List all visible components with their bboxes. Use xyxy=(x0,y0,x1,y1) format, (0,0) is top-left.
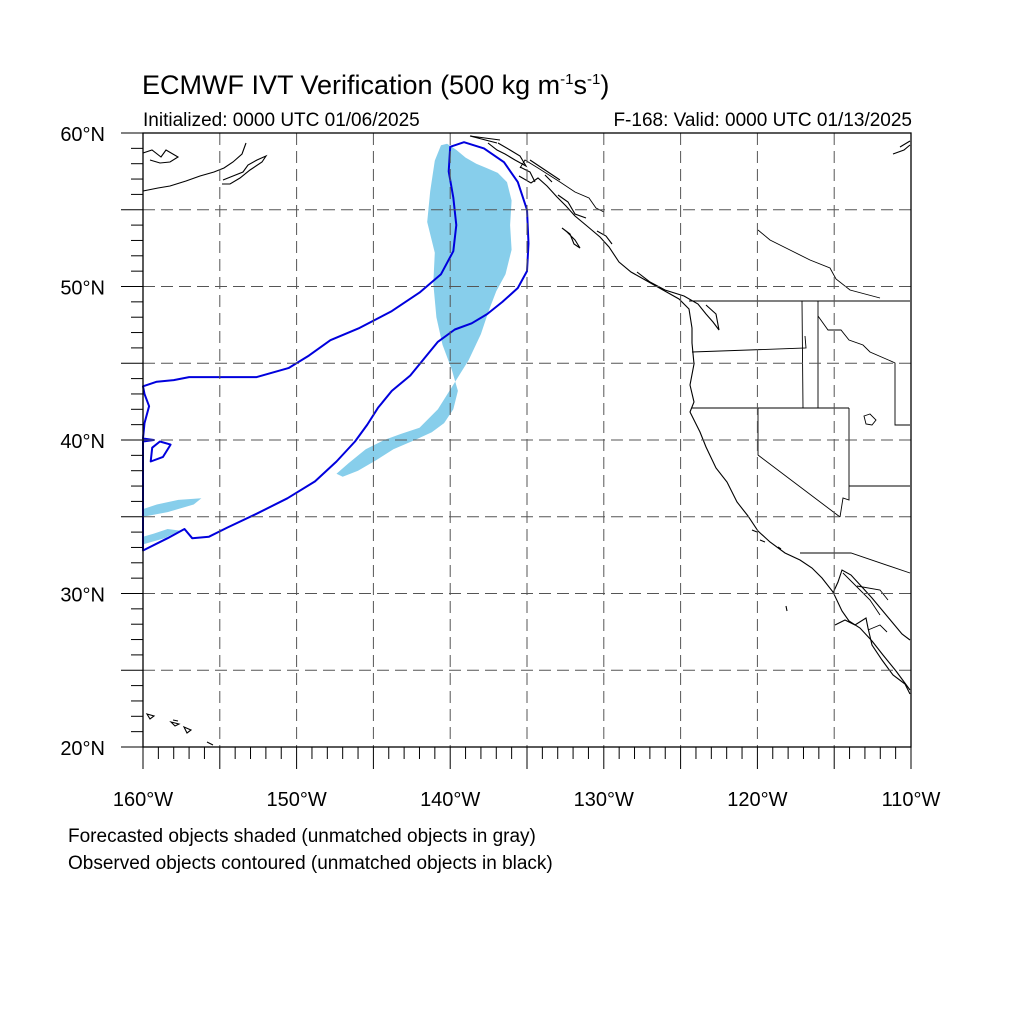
border-nv-ut xyxy=(839,408,910,518)
initialized-time: Initialized: 0000 UTC 01/06/2025 xyxy=(143,110,420,131)
axis-labels: 160°W 150°W 140°W 130°W 120°W 110°W 20°N 30°N 40… xyxy=(60,124,940,811)
forecast-object-2 xyxy=(143,498,202,517)
coastline-hawaii xyxy=(145,713,214,746)
lat-tick-label: 30°N xyxy=(60,585,105,607)
lon-tick-label: 150°W xyxy=(266,789,326,811)
political-borders xyxy=(519,159,911,633)
coastline-islands-ca xyxy=(751,529,788,612)
border-mexico xyxy=(842,572,889,633)
observed-object-2 xyxy=(149,440,172,463)
valid-time: F-168: Valid: 0000 UTC 01/13/2025 xyxy=(613,110,912,131)
observed-object-1 xyxy=(142,141,530,552)
lon-tick-label: 110°W xyxy=(882,789,941,811)
note-forecast: Forecasted objects shaded (unmatched obj… xyxy=(68,826,536,847)
lat-tick-label: 20°N xyxy=(60,738,105,760)
observed-objects xyxy=(142,141,530,552)
lake-utah xyxy=(863,413,877,426)
border-bc-ab xyxy=(757,229,881,299)
coastline-aleutians xyxy=(142,142,268,192)
coastline-alaska xyxy=(469,135,561,181)
border-or-ca-nv xyxy=(692,407,849,518)
lon-tick-label: 160°W xyxy=(113,789,173,811)
gridlines xyxy=(143,133,911,747)
border-alaska-bc xyxy=(519,159,605,213)
coastline-baja-east xyxy=(834,617,911,695)
coastlines xyxy=(142,135,911,746)
lon-tick-label: 130°W xyxy=(574,789,634,811)
coastline-baja xyxy=(832,569,911,641)
lat-tick-label: 60°N xyxy=(60,124,105,146)
coastline-ak-ne xyxy=(892,140,911,155)
lat-tick-label: 40°N xyxy=(60,431,105,453)
note-observed: Observed objects contoured (unmatched ob… xyxy=(68,853,553,874)
coastline-bc-islands xyxy=(519,166,720,331)
lat-tick-label: 50°N xyxy=(60,278,105,300)
forecast-object-3 xyxy=(143,529,180,545)
coastline-west xyxy=(518,175,911,691)
axis-ticks xyxy=(121,132,912,769)
border-us-mexico xyxy=(800,552,911,574)
forecast-objects xyxy=(143,143,512,545)
forecast-object-1 xyxy=(336,143,512,477)
border-wa-or xyxy=(691,335,807,353)
lon-tick-label: 120°W xyxy=(727,789,787,811)
figure-title: ECMWF IVT Verification (500 kg m-1s-1) xyxy=(142,70,610,100)
lon-tick-label: 140°W xyxy=(420,789,480,811)
